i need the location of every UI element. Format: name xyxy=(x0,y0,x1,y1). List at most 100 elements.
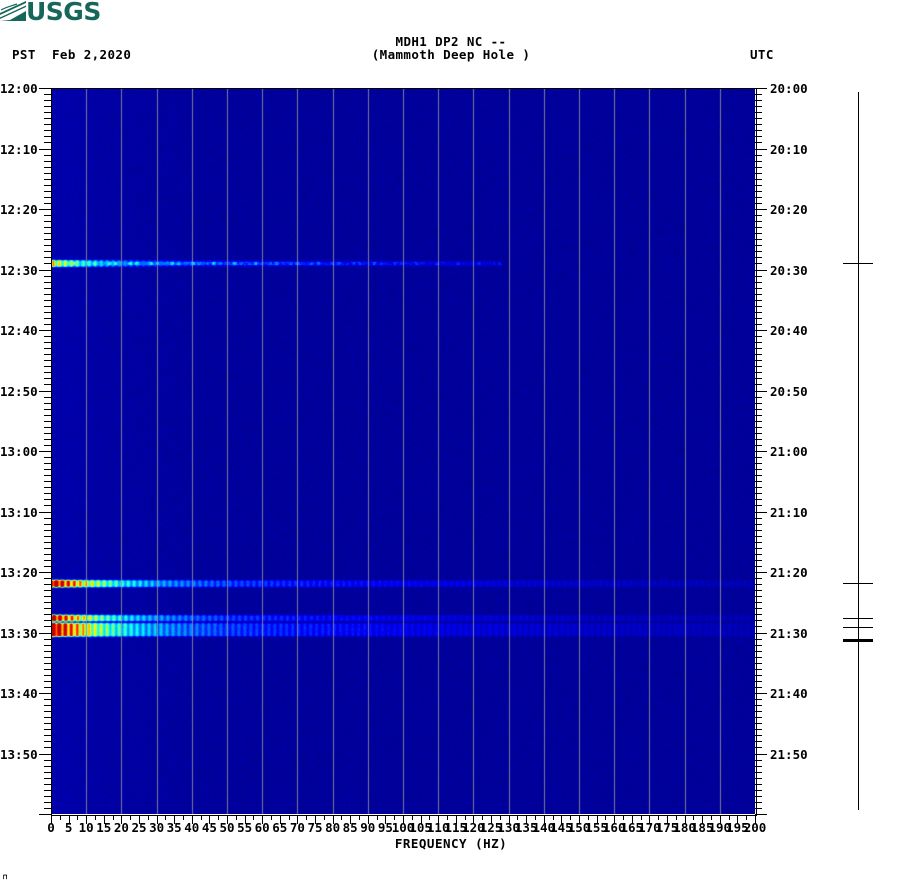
time-tick-minor-left xyxy=(44,487,51,488)
time-tick-minor-left xyxy=(44,711,51,712)
freq-tick-major xyxy=(86,815,87,824)
time-label-left: 13:40 xyxy=(0,686,38,701)
time-tick-minor-right xyxy=(755,675,762,676)
time-tick-major-left xyxy=(39,512,51,513)
freq-tick-minor xyxy=(359,815,360,820)
time-tick-minor-left xyxy=(44,136,51,137)
freq-label: 65 xyxy=(272,820,288,835)
time-tick-major-left xyxy=(39,814,51,815)
event-marker-tick xyxy=(843,639,873,642)
time-tick-minor-left xyxy=(44,457,51,458)
freq-tick-minor xyxy=(60,815,61,820)
freq-tick-major xyxy=(491,815,492,824)
time-tick-minor-left xyxy=(44,197,51,198)
time-tick-minor-right xyxy=(755,554,762,555)
time-tick-minor-left xyxy=(44,312,51,313)
time-tick-minor-left xyxy=(44,475,51,476)
freq-tick-minor xyxy=(236,815,237,820)
time-tick-minor-left xyxy=(44,112,51,113)
time-tick-minor-right xyxy=(755,415,762,416)
time-tick-major-right xyxy=(755,814,767,815)
time-tick-major-right xyxy=(755,451,767,452)
time-tick-minor-left xyxy=(44,560,51,561)
freq-tick-major xyxy=(209,815,210,824)
time-tick-major-right xyxy=(755,88,767,89)
freq-tick-major xyxy=(720,815,721,824)
freq-label: 95 xyxy=(377,820,393,835)
time-tick-minor-right xyxy=(755,239,762,240)
time-tick-minor-left xyxy=(44,778,51,779)
freq-label: 105 xyxy=(409,820,432,835)
time-label-right: 20:40 xyxy=(770,323,808,338)
time-tick-minor-left xyxy=(44,378,51,379)
freq-tick-minor xyxy=(412,815,413,820)
freq-tick-major xyxy=(315,815,316,824)
freq-label: 15 xyxy=(96,820,112,835)
time-tick-minor-right xyxy=(755,215,762,216)
time-tick-minor-right xyxy=(755,590,762,591)
time-tick-minor-left xyxy=(44,766,51,767)
time-tick-minor-left xyxy=(44,481,51,482)
event-marker-tick xyxy=(843,627,873,628)
time-label-left: 13:30 xyxy=(0,625,38,641)
time-tick-minor-left xyxy=(44,536,51,537)
time-tick-minor-left xyxy=(44,173,51,174)
time-tick-minor-right xyxy=(755,282,762,283)
freq-tick-major xyxy=(421,815,422,824)
freq-tick-major xyxy=(121,815,122,824)
time-tick-minor-left xyxy=(44,784,51,785)
freq-tick-minor xyxy=(570,815,571,820)
time-tick-minor-left xyxy=(44,735,51,736)
freq-label: 130 xyxy=(497,820,520,835)
time-tick-minor-left xyxy=(44,106,51,107)
time-tick-major-left xyxy=(39,754,51,755)
freq-tick-minor xyxy=(113,815,114,820)
time-label-right: 20:20 xyxy=(770,202,808,217)
time-tick-minor-right xyxy=(755,548,762,549)
station-title: MDH1 DP2 NC -- xyxy=(395,34,507,49)
time-label-left: 13:50 xyxy=(0,746,38,762)
time-tick-minor-right xyxy=(755,735,762,736)
freq-tick-minor xyxy=(676,815,677,820)
time-tick-minor-right xyxy=(755,142,762,143)
time-tick-minor-left xyxy=(44,772,51,773)
freq-tick-major xyxy=(333,815,334,824)
time-tick-minor-left xyxy=(44,415,51,416)
time-tick-minor-left xyxy=(44,645,51,646)
time-tick-minor-left xyxy=(44,384,51,385)
time-tick-minor-right xyxy=(755,227,762,228)
time-label-left: 12:30 xyxy=(0,262,38,278)
time-tick-minor-right xyxy=(755,203,762,204)
time-tick-minor-right xyxy=(755,263,762,264)
time-tick-minor-left xyxy=(44,167,51,168)
time-tick-minor-right xyxy=(755,463,762,464)
time-tick-minor-right xyxy=(755,542,762,543)
time-tick-minor-left xyxy=(44,584,51,585)
freq-label: 55 xyxy=(237,820,253,835)
time-tick-minor-right xyxy=(755,245,762,246)
freq-label: 160 xyxy=(602,820,626,835)
time-tick-minor-left xyxy=(44,663,51,664)
freq-tick-minor xyxy=(588,815,589,820)
time-tick-minor-right xyxy=(755,784,762,785)
freq-tick-major xyxy=(579,815,580,824)
freq-label: 125 xyxy=(479,820,503,835)
freq-label: 100 xyxy=(391,820,415,835)
freq-tick-minor xyxy=(201,815,202,820)
freq-label: 185 xyxy=(690,820,714,835)
time-tick-minor-right xyxy=(755,445,762,446)
freq-tick-major xyxy=(737,815,738,824)
time-tick-minor-left xyxy=(44,409,51,410)
time-label-right: 20:10 xyxy=(770,141,808,157)
freq-tick-minor xyxy=(394,815,395,820)
freq-label: 150 xyxy=(567,820,591,835)
freq-tick-major xyxy=(51,815,52,824)
freq-tick-minor xyxy=(517,815,518,820)
freq-tick-major xyxy=(649,815,650,824)
time-tick-minor-left xyxy=(44,294,51,295)
time-tick-major-left xyxy=(39,633,51,634)
time-tick-minor-left xyxy=(44,130,51,131)
time-tick-minor-right xyxy=(755,663,762,664)
time-tick-minor-left xyxy=(44,397,51,398)
freq-label: 25 xyxy=(131,820,147,835)
